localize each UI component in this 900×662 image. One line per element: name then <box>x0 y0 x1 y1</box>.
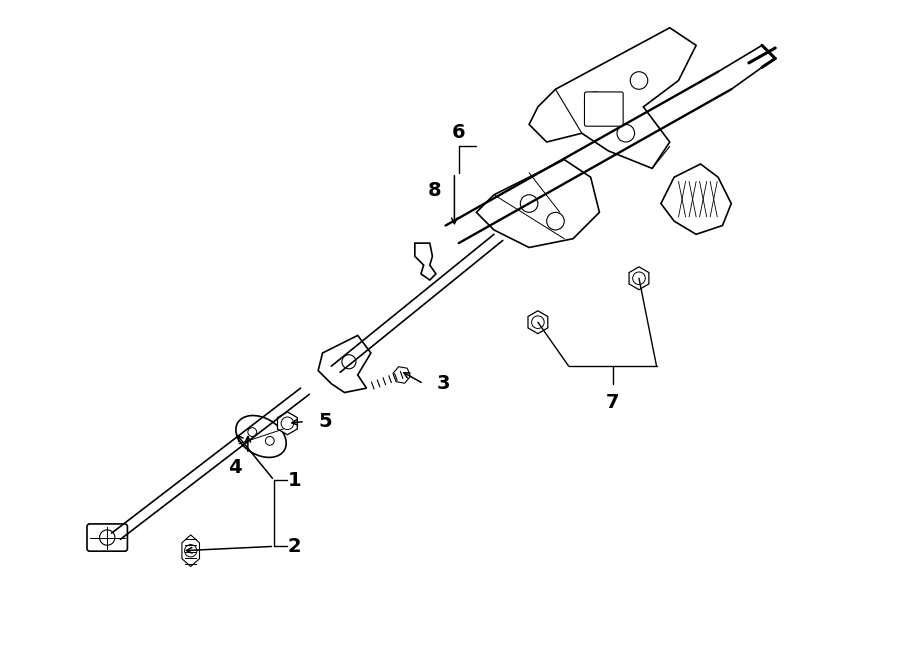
Text: 2: 2 <box>287 537 301 556</box>
Circle shape <box>342 355 356 369</box>
Circle shape <box>266 436 274 446</box>
Text: 4: 4 <box>228 459 241 477</box>
Circle shape <box>617 124 634 142</box>
Circle shape <box>630 71 648 89</box>
Text: 6: 6 <box>452 123 465 142</box>
Circle shape <box>584 92 606 113</box>
Circle shape <box>184 545 197 557</box>
Polygon shape <box>319 336 371 393</box>
Circle shape <box>546 213 564 230</box>
Polygon shape <box>476 160 599 248</box>
Circle shape <box>520 195 538 213</box>
Circle shape <box>281 417 293 430</box>
Text: 3: 3 <box>436 374 450 393</box>
Circle shape <box>633 272 645 285</box>
Polygon shape <box>277 412 297 435</box>
FancyBboxPatch shape <box>584 92 623 126</box>
Circle shape <box>100 530 115 545</box>
Circle shape <box>248 428 256 436</box>
FancyBboxPatch shape <box>87 524 128 551</box>
Text: 1: 1 <box>287 471 301 490</box>
Polygon shape <box>393 367 410 383</box>
Polygon shape <box>182 535 200 567</box>
Text: 7: 7 <box>606 393 619 412</box>
Text: 5: 5 <box>319 412 332 431</box>
Polygon shape <box>629 267 649 290</box>
Ellipse shape <box>236 416 286 457</box>
Polygon shape <box>528 310 548 334</box>
Polygon shape <box>415 243 436 280</box>
Circle shape <box>532 316 544 328</box>
Polygon shape <box>661 164 732 234</box>
Text: 8: 8 <box>428 181 441 200</box>
Polygon shape <box>529 28 696 168</box>
